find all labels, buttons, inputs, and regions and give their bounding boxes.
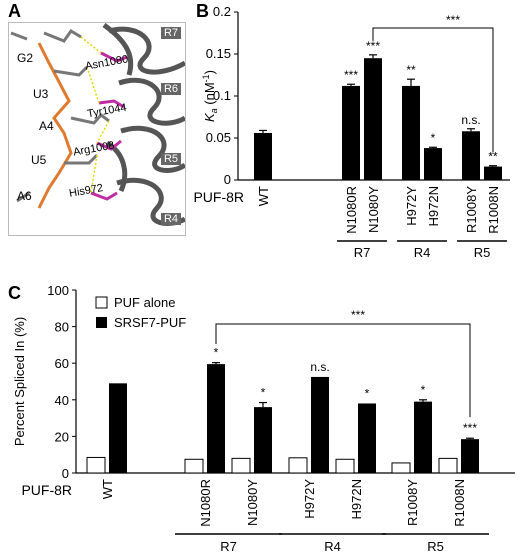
bracket-label: *** — [446, 13, 460, 27]
x-tick-label: N1080R — [198, 479, 213, 527]
y-tick-label: 0.05 — [206, 130, 231, 145]
x-tick-label: N1080Y — [366, 186, 381, 233]
y-tick-label: 60 — [55, 356, 69, 371]
significance-label: * — [431, 131, 436, 145]
bar-puf-alone-N1080R — [184, 458, 204, 474]
label-nucleotide: A4 — [39, 119, 54, 133]
panel-label-a: A — [8, 1, 21, 21]
bar-srsf7-puf-R1008N — [461, 439, 479, 473]
bar-H972Y — [402, 85, 420, 180]
legend: PUF alone SRSF7-PUF — [95, 295, 186, 330]
bar-R1008Y — [462, 131, 480, 180]
bar-N1080R — [342, 85, 360, 180]
significance-label: *** — [463, 421, 477, 435]
significance-label: n.s. — [461, 113, 480, 127]
y-axis-label: Ka (nM-1) — [201, 70, 219, 122]
legend-label: PUF alone — [114, 295, 175, 310]
group-label: R5 — [427, 539, 444, 554]
significance-label: ** — [406, 63, 416, 77]
label-repeat: R6 — [160, 83, 181, 95]
label-nucleotide: U3 — [33, 87, 49, 101]
y-tick-label: 40 — [55, 393, 69, 408]
group-label: R5 — [474, 245, 491, 260]
label-nucleotide: G2 — [17, 51, 34, 65]
bar-srsf7-puf-N1080R — [207, 364, 225, 473]
x-tick-label: WT — [100, 479, 115, 499]
bar-puf-alone-H972N — [335, 458, 355, 474]
significance-label: *** — [344, 68, 358, 82]
bar-puf-alone-R1008Y — [391, 462, 411, 474]
y-axis-label: Percent Spliced In (%) — [12, 317, 27, 446]
bar-R1008N — [484, 166, 502, 180]
bar-puf-alone-WT — [86, 456, 106, 474]
residue-sticks — [90, 51, 128, 201]
significance-label: n.s. — [310, 360, 329, 374]
group-label: R4 — [414, 245, 431, 260]
x-tick-label: H972N — [349, 479, 364, 519]
x-tick-label: N1080R — [344, 186, 359, 234]
protein-ribbons — [102, 23, 185, 226]
y-tick-label: 100 — [47, 283, 69, 298]
y-tick-label: 20 — [55, 429, 69, 444]
y-tick-label: 0.15 — [206, 46, 231, 61]
rna-backbone — [37, 42, 73, 209]
bar-srsf7-puf-H972N — [358, 403, 376, 473]
significance-label: *** — [366, 39, 380, 53]
chart-c: 0 20 40 60 80 100 Percent Spliced In (%) WT * N10… — [12, 283, 515, 554]
legend-swatch-srsf7-puf — [96, 317, 107, 328]
crystal-structure-image: G2 U3 A4 U5 A6 Asn1080 Tyr1044 Arg1008 H… — [8, 22, 186, 236]
legend-swatch-puf-alone — [95, 296, 108, 309]
label-repeat: R7 — [160, 27, 181, 39]
x-tick-label: N1080Y — [245, 479, 260, 526]
y-tick-label: 80 — [55, 320, 69, 335]
label-repeat: R4 — [160, 213, 181, 225]
significance-label: * — [365, 386, 370, 400]
significance-label: * — [421, 383, 426, 397]
group-label: R7 — [354, 245, 371, 260]
bar-WT — [254, 132, 272, 180]
y-tick-label: 0.1 — [213, 88, 231, 103]
x-tick-label: R1008N — [486, 186, 501, 234]
label-nucleotide: U5 — [31, 153, 47, 167]
x-tick-label: R1008Y — [405, 479, 420, 526]
x-tick-label: WT — [256, 186, 271, 206]
legend-label: SRSF7-PUF — [114, 315, 186, 330]
bar-srsf7-puf-H972Y — [311, 376, 329, 473]
x-tick-label: H972Y — [404, 186, 419, 226]
bar-N1080Y — [364, 58, 382, 181]
row-label-puf8r: PUF-8R — [21, 482, 72, 498]
significance-label: ** — [488, 150, 498, 164]
bar-puf-alone-H972Y — [288, 457, 308, 474]
group-label: R4 — [324, 539, 341, 554]
panel-label-b: B — [196, 1, 209, 21]
significance-label: * — [261, 386, 266, 400]
significance-bracket — [215, 323, 471, 418]
y-tick-label: 0 — [62, 466, 69, 481]
chart-b: 00.050.10.150.2Ka (nM-1)WT***N1080R***N1… — [193, 4, 510, 260]
label-nucleotide: A6 — [17, 189, 32, 203]
x-tick-label: H972N — [426, 186, 441, 226]
bar-srsf7-puf-N1080Y — [254, 407, 272, 473]
significance-bracket — [372, 27, 494, 153]
y-tick-label: 0.2 — [213, 4, 231, 19]
bar-H972N — [424, 148, 442, 180]
rna-bases — [10, 28, 110, 203]
panel-label-c: C — [8, 283, 21, 303]
structure-drawing — [10, 23, 185, 226]
bar-srsf7-puf-R1008Y — [414, 401, 432, 473]
x-tick-label: R1008Y — [464, 186, 479, 233]
bar-srsf7-puf-WT — [109, 383, 127, 473]
x-tick-label: R1008N — [452, 479, 467, 527]
group-label: R7 — [220, 539, 237, 554]
hydrogen-bonds — [80, 36, 110, 194]
x-tick-label: H972Y — [302, 479, 317, 519]
bracket-label: *** — [351, 308, 365, 322]
bar-puf-alone-R1008N — [438, 457, 458, 474]
significance-label: * — [214, 346, 219, 360]
bar-puf-alone-N1080Y — [231, 457, 251, 474]
row-label-puf8r: PUF-8R — [193, 189, 244, 205]
label-repeat: R5 — [160, 153, 181, 165]
y-tick-label: 0 — [224, 172, 231, 187]
